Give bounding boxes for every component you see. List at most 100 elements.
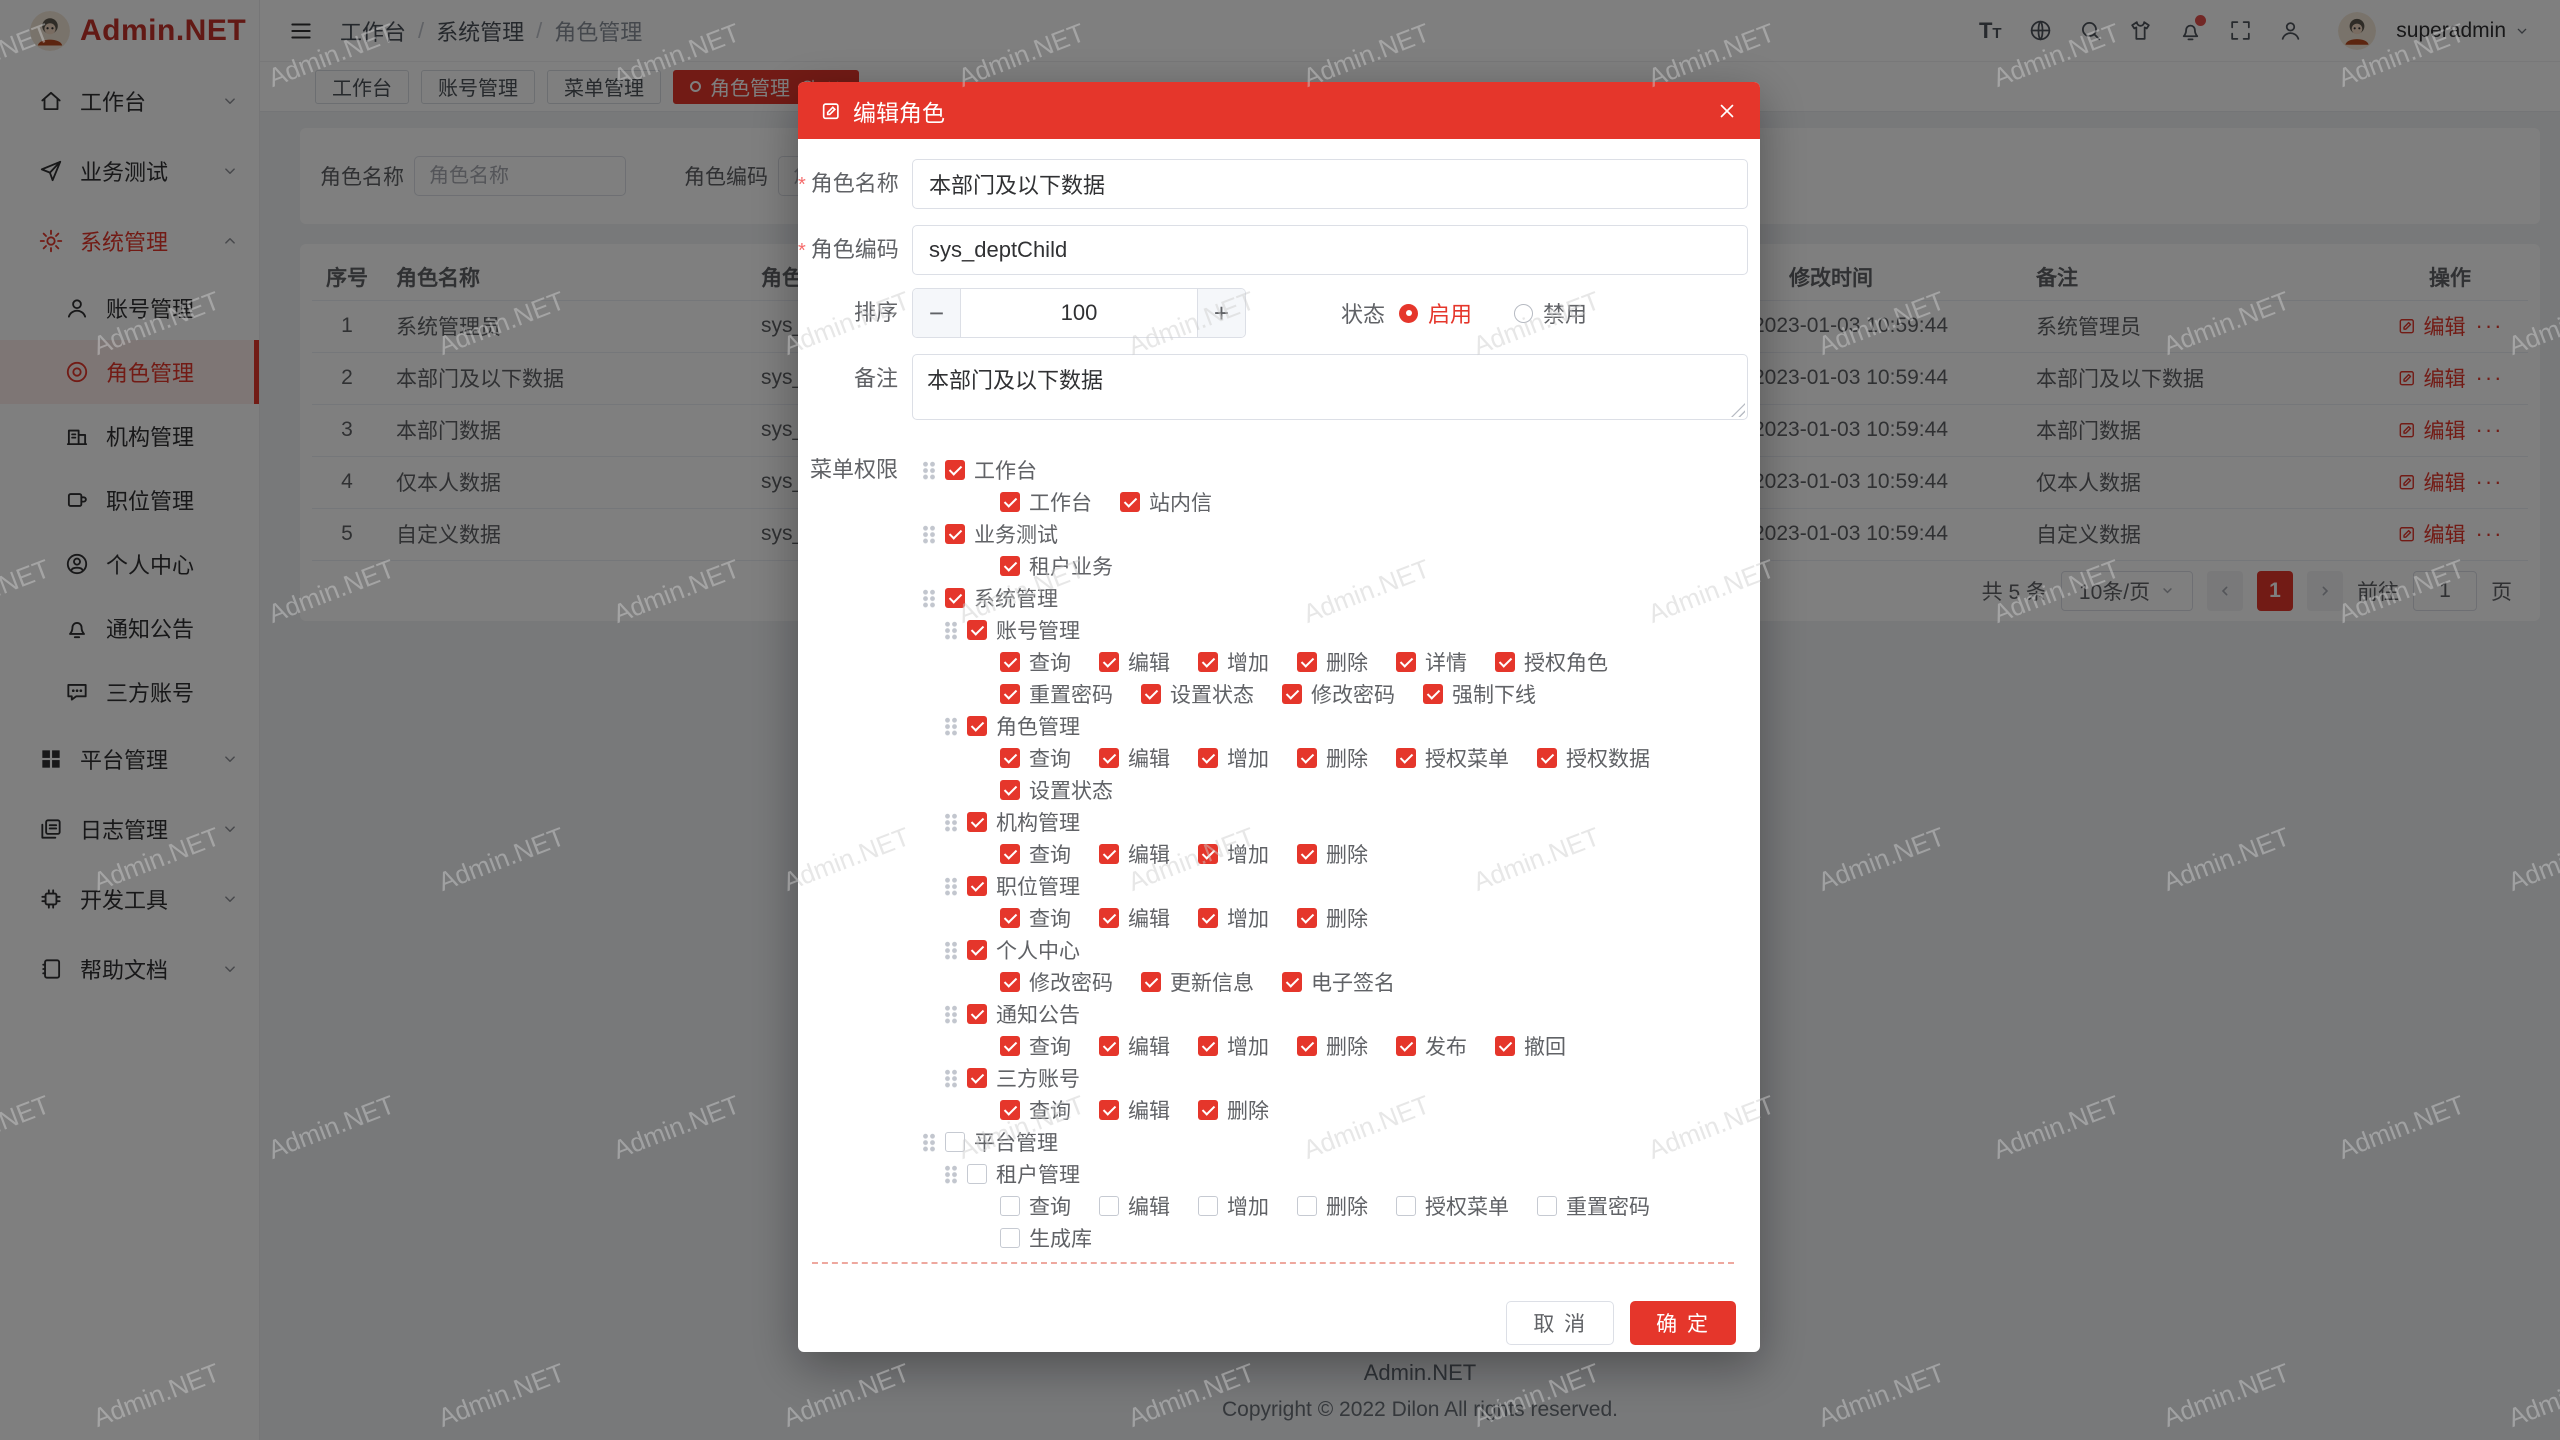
tree-leaf-授权菜单[interactable]: 授权菜单 — [1396, 1190, 1509, 1222]
checkbox[interactable] — [1099, 908, 1119, 928]
tree-leaf-修改密码[interactable]: 修改密码 — [1282, 678, 1395, 710]
checkbox[interactable] — [1297, 748, 1317, 768]
drag-handle-icon[interactable] — [944, 1164, 958, 1184]
tree-node-label[interactable]: 职位管理 — [996, 876, 1080, 899]
tree-leaf-设置状态[interactable]: 设置状态 — [1141, 678, 1254, 710]
close-icon[interactable] — [1716, 100, 1738, 122]
checkbox[interactable] — [967, 1164, 987, 1184]
tree-node-label[interactable]: 通知公告 — [996, 1004, 1080, 1027]
checkbox[interactable] — [1282, 684, 1302, 704]
checkbox[interactable] — [967, 1004, 987, 1024]
checkbox[interactable] — [967, 876, 987, 896]
checkbox[interactable] — [1000, 844, 1020, 864]
remark-textarea[interactable]: 本部门及以下数据 — [912, 354, 1748, 420]
tree-leaf-授权数据[interactable]: 授权数据 — [1537, 742, 1650, 774]
tree-leaf-重置密码[interactable]: 重置密码 — [1537, 1190, 1650, 1222]
checkbox[interactable] — [1000, 1036, 1020, 1056]
checkbox[interactable] — [1000, 780, 1020, 800]
drag-handle-icon[interactable] — [944, 1068, 958, 1088]
tree-leaf-增加[interactable]: 增加 — [1198, 742, 1269, 774]
tree-leaf-授权角色[interactable]: 授权角色 — [1495, 646, 1608, 678]
status-disabled-radio[interactable]: 禁用 — [1514, 297, 1587, 329]
tree-leaf-增加[interactable]: 增加 — [1198, 902, 1269, 934]
checkbox[interactable] — [945, 524, 965, 544]
checkbox[interactable] — [1141, 972, 1161, 992]
tree-leaf-删除[interactable]: 删除 — [1297, 838, 1368, 870]
checkbox[interactable] — [1537, 1196, 1557, 1216]
tree-leaf-租户业务[interactable]: 租户业务 — [1000, 550, 1113, 582]
checkbox[interactable] — [1099, 844, 1119, 864]
checkbox[interactable] — [1000, 652, 1020, 672]
checkbox[interactable] — [1282, 972, 1302, 992]
tree-leaf-强制下线[interactable]: 强制下线 — [1423, 678, 1536, 710]
drag-handle-icon[interactable] — [944, 716, 958, 736]
tree-leaf-增加[interactable]: 增加 — [1198, 1030, 1269, 1062]
checkbox[interactable] — [967, 620, 987, 640]
checkbox[interactable] — [1099, 652, 1119, 672]
tree-node-label[interactable]: 个人中心 — [996, 940, 1080, 963]
checkbox[interactable] — [1099, 1036, 1119, 1056]
checkbox[interactable] — [945, 460, 965, 480]
cancel-button[interactable]: 取 消 — [1506, 1301, 1615, 1345]
tree-leaf-删除[interactable]: 删除 — [1198, 1094, 1269, 1126]
drag-handle-icon[interactable] — [922, 1132, 936, 1152]
tree-leaf-编辑[interactable]: 编辑 — [1099, 902, 1170, 934]
checkbox[interactable] — [1198, 1100, 1218, 1120]
tree-leaf-查询[interactable]: 查询 — [1000, 1094, 1071, 1126]
tree-leaf-设置状态[interactable]: 设置状态 — [1000, 774, 1113, 806]
checkbox[interactable] — [1396, 1196, 1416, 1216]
checkbox[interactable] — [1297, 908, 1317, 928]
checkbox[interactable] — [1141, 684, 1161, 704]
checkbox[interactable] — [1423, 684, 1443, 704]
tree-leaf-授权菜单[interactable]: 授权菜单 — [1396, 742, 1509, 774]
tree-leaf-站内信[interactable]: 站内信 — [1120, 486, 1212, 518]
tree-leaf-查询[interactable]: 查询 — [1000, 902, 1071, 934]
checkbox[interactable] — [1198, 1196, 1218, 1216]
tree-leaf-删除[interactable]: 删除 — [1297, 646, 1368, 678]
sort-value[interactable]: 100 — [1060, 300, 1098, 325]
checkbox[interactable] — [1396, 652, 1416, 672]
checkbox[interactable] — [967, 940, 987, 960]
checkbox[interactable] — [945, 588, 965, 608]
tree-leaf-工作台[interactable]: 工作台 — [1000, 486, 1092, 518]
tree-leaf-更新信息[interactable]: 更新信息 — [1141, 966, 1254, 998]
checkbox[interactable] — [967, 1068, 987, 1088]
tree-leaf-查询[interactable]: 查询 — [1000, 646, 1071, 678]
checkbox[interactable] — [1198, 908, 1218, 928]
checkbox[interactable] — [1099, 1196, 1119, 1216]
tree-leaf-编辑[interactable]: 编辑 — [1099, 1030, 1170, 1062]
tree-leaf-编辑[interactable]: 编辑 — [1099, 646, 1170, 678]
checkbox[interactable] — [1099, 1100, 1119, 1120]
tree-node-label[interactable]: 业务测试 — [974, 524, 1058, 547]
checkbox[interactable] — [1000, 556, 1020, 576]
checkbox[interactable] — [1396, 748, 1416, 768]
tree-leaf-编辑[interactable]: 编辑 — [1099, 1190, 1170, 1222]
checkbox[interactable] — [1495, 652, 1515, 672]
tree-node-label[interactable]: 机构管理 — [996, 812, 1080, 835]
tree-leaf-增加[interactable]: 增加 — [1198, 838, 1269, 870]
tree-leaf-删除[interactable]: 删除 — [1297, 1190, 1368, 1222]
checkbox[interactable] — [1099, 748, 1119, 768]
tree-leaf-删除[interactable]: 删除 — [1297, 902, 1368, 934]
drag-handle-icon[interactable] — [944, 620, 958, 640]
checkbox[interactable] — [1297, 1036, 1317, 1056]
confirm-button[interactable]: 确 定 — [1630, 1301, 1736, 1345]
tree-leaf-编辑[interactable]: 编辑 — [1099, 838, 1170, 870]
tree-leaf-撤回[interactable]: 撤回 — [1495, 1030, 1566, 1062]
tree-leaf-详情[interactable]: 详情 — [1396, 646, 1467, 678]
tree-leaf-编辑[interactable]: 编辑 — [1099, 742, 1170, 774]
tree-leaf-查询[interactable]: 查询 — [1000, 838, 1071, 870]
checkbox[interactable] — [1537, 748, 1557, 768]
tree-node-label[interactable]: 工作台 — [974, 460, 1037, 483]
tree-node-label[interactable]: 账号管理 — [996, 620, 1080, 643]
increase-button[interactable]: + — [1197, 289, 1245, 337]
tree-leaf-查询[interactable]: 查询 — [1000, 742, 1071, 774]
checkbox[interactable] — [1000, 972, 1020, 992]
role-code-input[interactable] — [912, 225, 1748, 275]
checkbox[interactable] — [967, 812, 987, 832]
checkbox[interactable] — [1198, 652, 1218, 672]
tree-leaf-修改密码[interactable]: 修改密码 — [1000, 966, 1113, 998]
drag-handle-icon[interactable] — [922, 588, 936, 608]
checkbox[interactable] — [945, 1132, 965, 1152]
drag-handle-icon[interactable] — [944, 940, 958, 960]
